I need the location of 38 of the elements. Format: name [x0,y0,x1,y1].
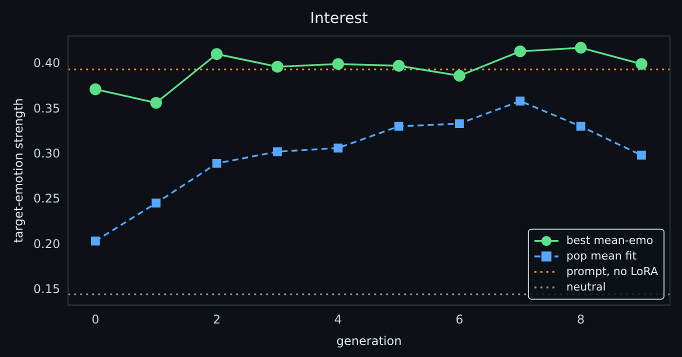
y-tick-label: 0.15 [33,282,60,296]
point [334,144,343,152]
point [455,119,464,128]
point [392,60,405,72]
x-tick-label: 6 [456,312,464,327]
y-tick-label: 0.35 [33,101,60,116]
y-tick-label: 0.20 [33,236,60,251]
point [332,58,344,70]
point [636,58,648,70]
point [454,70,466,82]
point [272,60,284,73]
y-tick-label: 0.25 [33,192,60,206]
legend-label: pop mean fit [566,249,638,262]
point [212,158,222,168]
point [90,83,102,96]
x-tick-label: 4 [334,312,342,327]
x-tick-label: 8 [576,312,585,327]
point [574,42,587,54]
y-tick-label: 0.40 [33,56,60,70]
legend-label: best mean-emo [566,234,654,247]
point [90,236,100,246]
ref-line-label: neutral [566,280,606,294]
point [516,96,525,106]
y-axis-title: target-emotion strength [11,98,26,243]
point [210,48,223,60]
point [637,150,646,160]
x-axis-title: generation [336,334,402,348]
chart-title: Interest [310,8,368,27]
point [150,96,162,109]
x-tick-label: 0 [92,312,100,327]
point [152,198,161,208]
point [514,45,526,58]
point [394,122,404,131]
legend-label: prompt, no LoRA [566,264,658,278]
y-tick-label: 0.30 [33,146,60,160]
point [576,122,586,131]
x-tick-label: 2 [212,312,221,327]
point [273,147,282,156]
